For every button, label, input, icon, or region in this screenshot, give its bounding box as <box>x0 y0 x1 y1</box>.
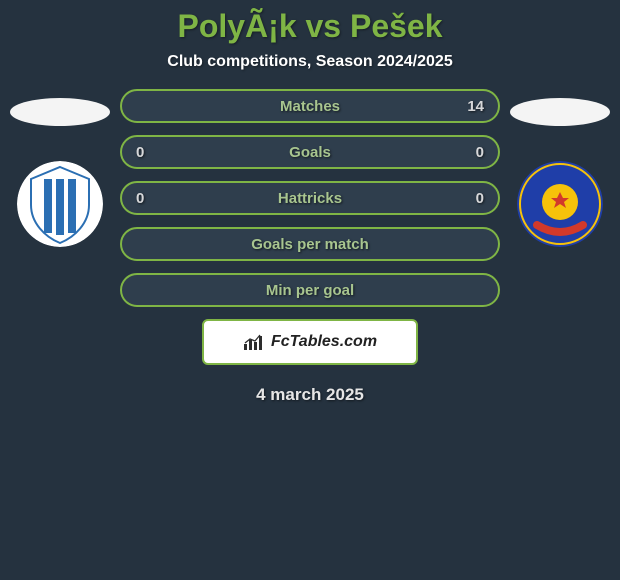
page-subtitle: Club competitions, Season 2024/2025 <box>0 53 620 71</box>
left-player-photo-slot <box>10 89 110 135</box>
page-title: PolyÃ¡k vs Pešek <box>0 0 620 45</box>
brand-text: FcTables.com <box>271 333 377 351</box>
stat-row-3: Goals per match <box>120 227 500 261</box>
stat-right-value: 0 <box>434 190 484 207</box>
stat-label: Goals <box>186 144 434 161</box>
left-player-placeholder <box>10 98 110 126</box>
brand-box[interactable]: FcTables.com <box>202 319 418 365</box>
stats-rows: Matches140Goals00Hattricks0Goals per mat… <box>120 89 500 307</box>
right-player-placeholder <box>510 98 610 126</box>
left-player-column <box>10 89 110 227</box>
content-area: Matches140Goals00Hattricks0Goals per mat… <box>0 89 620 405</box>
stat-left-value: 0 <box>136 190 186 207</box>
date-text: 4 march 2025 <box>0 385 620 405</box>
right-club-svg <box>517 161 603 247</box>
stat-label: Goals per match <box>186 236 434 253</box>
stat-left-value: 0 <box>136 144 186 161</box>
stat-row-1: 0Goals0 <box>120 135 500 169</box>
stat-right-value: 14 <box>434 98 484 115</box>
left-club-svg <box>17 161 103 247</box>
right-club-logo-slot <box>510 181 610 227</box>
stat-row-4: Min per goal <box>120 273 500 307</box>
left-club-logo <box>17 161 103 247</box>
stat-row-0: Matches14 <box>120 89 500 123</box>
stat-row-2: 0Hattricks0 <box>120 181 500 215</box>
stat-label: Matches <box>186 98 434 115</box>
right-club-logo <box>517 161 603 247</box>
stat-label: Hattricks <box>186 190 434 207</box>
left-club-logo-slot <box>10 181 110 227</box>
comparison-infographic: PolyÃ¡k vs Pešek Club competitions, Seas… <box>0 0 620 580</box>
right-player-photo-slot <box>510 89 610 135</box>
stat-right-value: 0 <box>434 144 484 161</box>
right-player-column <box>510 89 610 227</box>
stat-label: Min per goal <box>186 282 434 299</box>
bar-chart-icon <box>243 333 265 351</box>
